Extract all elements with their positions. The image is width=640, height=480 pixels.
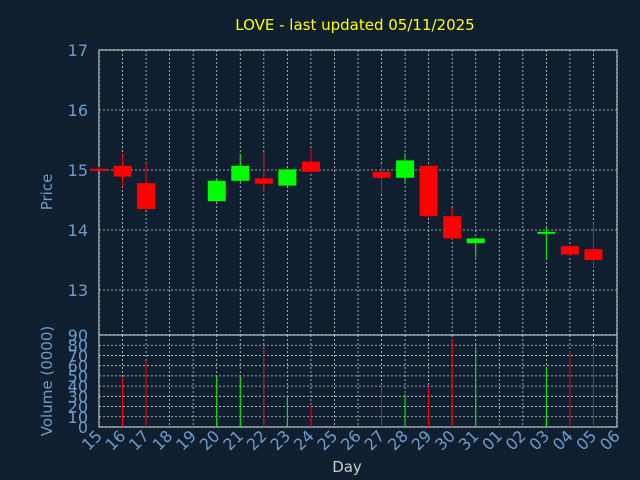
volume-tick-label: 0 <box>78 418 88 437</box>
volume-tick-label: 90 <box>68 326 88 345</box>
volume-tick-label: 80 <box>68 336 88 355</box>
volume-tick-label: 10 <box>68 408 88 427</box>
candle-body <box>231 165 250 181</box>
volume-axis-title: Volume (0000) <box>38 326 56 436</box>
volume-tick-label: 50 <box>68 367 88 386</box>
volume-tick-label: 30 <box>68 387 88 406</box>
day-axis-title: Day <box>332 458 362 476</box>
day-tick-label: 06 <box>596 426 624 454</box>
chart-title: LOVE - last updated 05/11/2025 <box>235 16 474 34</box>
volume-tick-label: 60 <box>68 357 88 376</box>
candle-body <box>372 171 391 178</box>
candle-body <box>419 165 438 217</box>
candle-body <box>278 169 297 186</box>
candle-body <box>396 160 415 178</box>
candle-body <box>537 231 556 234</box>
volume-panel: 0102030405060708090151617181920212223242… <box>68 326 624 454</box>
candle-body <box>207 180 226 202</box>
price-tick-label: 16 <box>68 101 88 120</box>
price-axis-title: Price <box>38 174 56 211</box>
candle-body <box>443 216 462 239</box>
price-tick-label: 17 <box>68 41 88 60</box>
price-plot-frame <box>98 49 618 336</box>
candle-body <box>254 178 273 184</box>
volume-tick-label: 20 <box>68 398 88 417</box>
price-tick-label: 13 <box>68 281 88 300</box>
candle-body <box>466 238 485 244</box>
price-panel: 13 14 15 16 17 <box>68 41 618 336</box>
candle-body <box>584 249 603 260</box>
volume-tick-label: 40 <box>68 377 88 396</box>
price-tick-label: 15 <box>68 161 88 180</box>
candle-body <box>560 246 579 255</box>
candle-body <box>113 165 132 177</box>
candle-body <box>301 161 320 172</box>
volume-tick-label: 70 <box>68 346 88 365</box>
price-tick-label: 14 <box>68 221 88 240</box>
candle-body <box>90 168 108 171</box>
candle-body <box>137 183 156 209</box>
